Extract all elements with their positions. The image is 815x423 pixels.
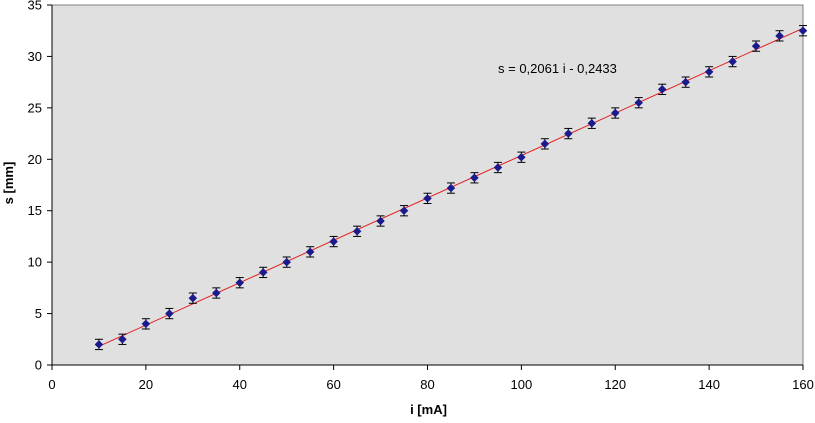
data-point xyxy=(164,309,174,318)
x-tick-label: 100 xyxy=(511,377,533,392)
y-axis-title: s [mm] xyxy=(1,162,16,205)
x-tick-label: 120 xyxy=(604,377,626,392)
data-point xyxy=(141,319,151,329)
x-tick-label: 140 xyxy=(698,377,720,392)
x-axis-title: i [mA] xyxy=(410,402,447,417)
data-point xyxy=(704,67,714,77)
y-tick-label: 15 xyxy=(28,203,42,218)
y-tick-label: 20 xyxy=(28,152,42,167)
data-point xyxy=(657,84,667,94)
data-point xyxy=(258,268,268,277)
data-point xyxy=(329,237,338,246)
data-point xyxy=(211,288,221,298)
data-point xyxy=(446,183,456,193)
y-tick-label: 0 xyxy=(35,358,42,373)
y-tick-marks xyxy=(47,4,53,366)
x-tick-label: 0 xyxy=(48,377,55,392)
data-point xyxy=(470,173,479,183)
y-tick-label: 35 xyxy=(28,0,42,13)
data-point xyxy=(751,41,761,51)
data-point xyxy=(305,247,315,257)
plot-area xyxy=(51,4,804,366)
data-point xyxy=(681,77,691,87)
data-point xyxy=(634,98,644,108)
data-point xyxy=(376,216,385,226)
data-markers xyxy=(94,26,808,349)
data-point xyxy=(118,334,127,344)
x-tick-label: 60 xyxy=(326,377,340,392)
data-point xyxy=(352,226,362,236)
y-tick-label: 5 xyxy=(35,306,42,321)
y-tick-label: 25 xyxy=(28,100,42,115)
data-point xyxy=(493,163,503,172)
data-point xyxy=(728,57,737,66)
data-point xyxy=(563,129,573,138)
data-point xyxy=(540,139,550,149)
data-point xyxy=(399,206,409,216)
data-point xyxy=(610,108,620,118)
y-tick-label: 10 xyxy=(28,255,42,270)
y-tick-label: 30 xyxy=(28,49,42,64)
data-point xyxy=(94,340,104,349)
data-point xyxy=(423,194,432,203)
x-tick-labels: 0 20 40 60 80 100 120 140 160 xyxy=(48,377,813,392)
x-tick-label: 80 xyxy=(420,377,434,392)
y-tick-labels: 0 5 10 15 20 25 30 35 xyxy=(28,0,42,373)
data-point xyxy=(282,257,292,267)
x-tick-label: 160 xyxy=(792,377,814,392)
x-tick-label: 40 xyxy=(233,377,247,392)
data-point xyxy=(798,26,808,36)
data-point xyxy=(587,118,597,128)
x-tick-marks xyxy=(51,364,804,370)
data-point xyxy=(235,278,245,288)
data-point xyxy=(775,31,784,41)
x-tick-label: 20 xyxy=(139,377,153,392)
data-point xyxy=(517,152,526,162)
data-point xyxy=(188,293,198,303)
trendline-equation: s = 0,2061 i - 0,2433 xyxy=(498,61,617,76)
